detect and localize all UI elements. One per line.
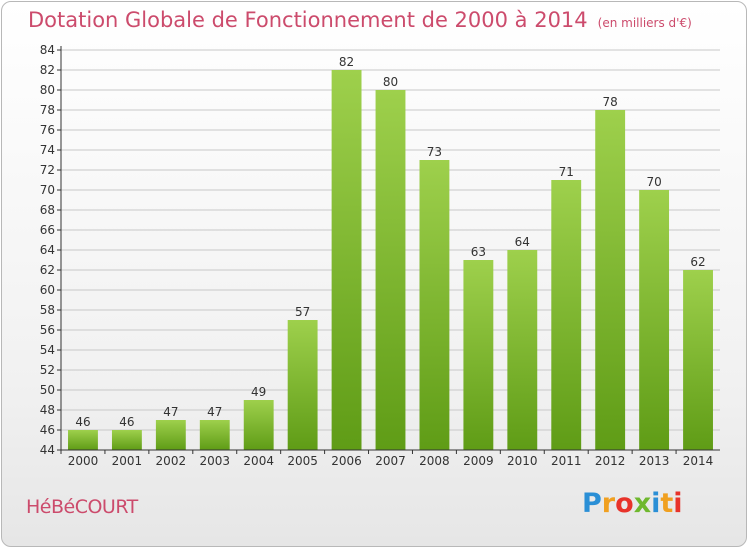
proxiti-logo: Proxiti (582, 488, 683, 519)
value-label: 78 (603, 95, 618, 109)
x-tick-label: 2010 (507, 454, 538, 468)
x-tick-label: 2005 (287, 454, 318, 468)
x-tick-label: 2006 (331, 454, 362, 468)
axes (60, 46, 720, 451)
town-name: HéBéCOURT (26, 496, 138, 518)
logo-letter: t (660, 488, 674, 519)
y-tick-labels: 44 46 48 50 52 54 56 58 60 62 64 66 68 70 72 74 76 78 80 82… (40, 43, 55, 457)
value-label: 80 (383, 75, 398, 89)
x-tick-label: 2001 (112, 454, 143, 468)
bar-2000 (68, 430, 98, 450)
bar-2006 (331, 70, 362, 450)
y-tick-label: 52 (40, 363, 55, 377)
x-tick-label: 2008 (419, 454, 450, 468)
bars (68, 70, 713, 450)
bar-2008 (419, 160, 450, 450)
y-tick-label: 50 (40, 383, 55, 397)
x-tick-label: 2003 (199, 454, 230, 468)
y-tick-label: 76 (40, 123, 55, 137)
bar-2014 (683, 270, 713, 450)
chart-title: Dotation Globale de Fonctionnement de 20… (28, 8, 692, 32)
value-labels: 46 46 47 47 49 57 82 80 73 63 64 71 78 70 62 (75, 55, 705, 429)
value-label: 46 (75, 415, 90, 429)
chart-subtitle: (en milliers d'€) (597, 16, 692, 30)
bar-2004 (243, 400, 274, 450)
y-tick-label: 70 (40, 183, 55, 197)
y-tick-label: 54 (40, 343, 55, 357)
value-label: 62 (690, 255, 705, 269)
bar-2005 (287, 320, 318, 450)
y-tick-label: 58 (40, 303, 55, 317)
value-label: 82 (339, 55, 354, 69)
y-tick-label: 44 (40, 443, 55, 457)
value-label: 71 (559, 165, 574, 179)
y-tick-label: 56 (40, 323, 55, 337)
x-tick-label: 2011 (551, 454, 582, 468)
x-tick-label: 2002 (156, 454, 187, 468)
value-label: 64 (515, 235, 530, 249)
logo-letter: i (673, 488, 683, 519)
x-tick-labels: 2000 2001 2002 2003 2004 2005 2006 2007 2008 2009… (68, 454, 714, 468)
x-tick-label: 2007 (375, 454, 406, 468)
y-tick-label: 46 (40, 423, 55, 437)
y-tick-label: 82 (40, 63, 55, 77)
x-tick-label: 2004 (243, 454, 274, 468)
y-tick-label: 74 (40, 143, 55, 157)
logo-letter: P (582, 488, 602, 519)
y-tick-label: 64 (40, 243, 55, 257)
y-tick-label: 66 (40, 223, 55, 237)
y-tick-label: 78 (40, 103, 55, 117)
bar-2013 (639, 190, 670, 450)
bar-2007 (375, 90, 406, 450)
y-tick-label: 62 (40, 263, 55, 277)
value-label: 73 (427, 145, 442, 159)
bar-2003 (199, 420, 230, 450)
y-tick-label: 80 (40, 83, 55, 97)
logo-letter: o (615, 488, 634, 519)
bar-2012 (595, 110, 626, 450)
value-label: 47 (163, 405, 178, 419)
bar-2010 (507, 250, 538, 450)
y-tick-label: 84 (40, 43, 55, 57)
x-tick-label: 2013 (639, 454, 670, 468)
value-label: 49 (251, 385, 266, 399)
y-tick-label: 60 (40, 283, 55, 297)
logo-letter: i (651, 488, 661, 519)
value-label: 47 (207, 405, 222, 419)
value-label: 57 (295, 305, 310, 319)
y-tick-label: 68 (40, 203, 55, 217)
x-tick-label: 2000 (68, 454, 99, 468)
x-tick-label: 2009 (463, 454, 494, 468)
y-tick-label: 72 (40, 163, 55, 177)
y-tick-label: 48 (40, 403, 55, 417)
value-label: 46 (119, 415, 134, 429)
logo-letter: x (633, 488, 652, 519)
bar-2001 (111, 430, 142, 450)
logo-letter: r (601, 488, 616, 519)
bar-2009 (463, 260, 494, 450)
bar-2002 (155, 420, 186, 450)
bar-2011 (551, 180, 582, 450)
value-label: 63 (471, 245, 486, 259)
value-label: 70 (646, 175, 661, 189)
x-tick-label: 2014 (683, 454, 714, 468)
x-tick-label: 2012 (595, 454, 626, 468)
